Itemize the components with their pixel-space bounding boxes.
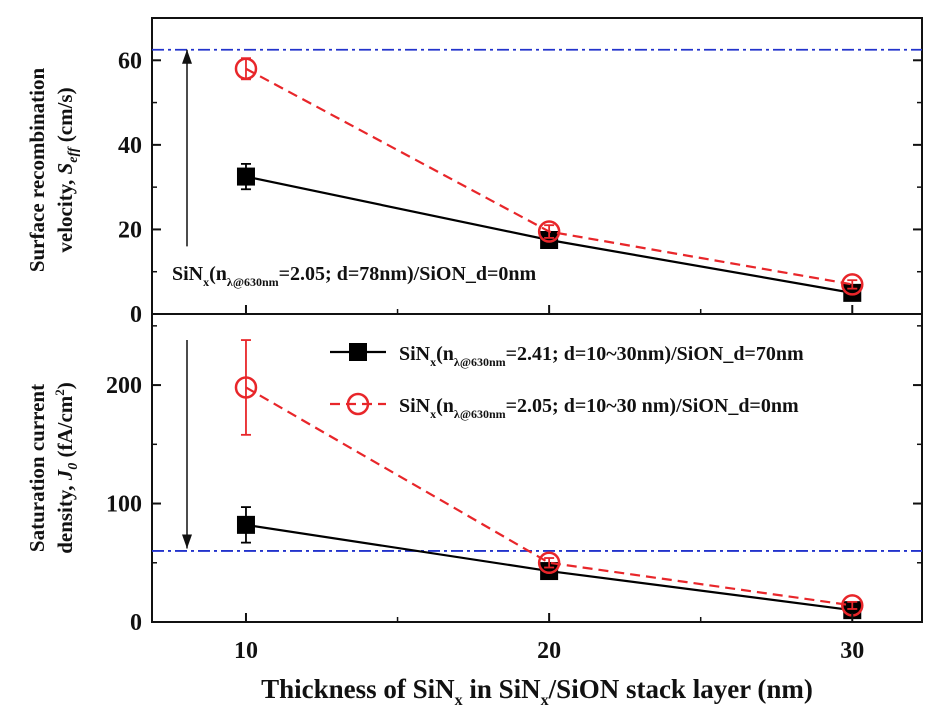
xtick-label: 30 — [840, 638, 864, 664]
legend-marker-1 — [346, 392, 370, 416]
y-label-sup: 2 — [52, 389, 67, 396]
bottom-series-1-point — [234, 376, 258, 399]
top-y-axis-label-line1: Surface recombination — [25, 68, 49, 273]
legend-label-0-sub: λ@630nm — [454, 355, 506, 369]
x-axis-label-part: in SiN — [463, 674, 542, 704]
top-series-1-line — [245, 67, 853, 286]
top-ytick-label: 60 — [118, 48, 142, 74]
top-ytick-label: 40 — [118, 133, 142, 159]
legend-label-0-part: (n — [436, 343, 454, 365]
top-y-axis-label: Surface recombination velocity, Seff (cm/… — [25, 68, 81, 273]
top-series-1-point — [841, 273, 864, 296]
y-label-part: ) — [53, 382, 77, 389]
x-axis-label-sub: x — [541, 692, 549, 709]
y-label-part: velocity, — [53, 174, 77, 252]
x-axis-label-sub: x — [455, 692, 463, 709]
bottom-series-0-point — [540, 562, 559, 581]
xtick-label: 10 — [234, 638, 258, 664]
top-annotation: SiNx(nλ@630nm=2.05; d=78nm)/SiON_d=0nm — [172, 263, 537, 289]
top-panel-frame — [151, 17, 923, 315]
y-label-sub: 0 — [66, 463, 81, 470]
y-label-part: (cm/s) — [53, 87, 77, 147]
legend-label-0-sub: x — [430, 355, 436, 369]
legend-label-0-part: SiN — [399, 343, 431, 365]
top-annotation-sub: λ@630nm — [227, 275, 279, 289]
top-series-1-point — [234, 57, 258, 80]
x-axis-label: Thickness of SiNx in SiNx/SiON stack lay… — [261, 674, 813, 709]
bottom-series-0-point — [236, 515, 255, 534]
legend-label-1-sub: x — [430, 407, 436, 421]
top-y-axis-label-line2: velocity, Seff (cm/s) — [53, 87, 81, 252]
top-series-0-point — [540, 231, 559, 249]
bottom-panel-frame — [151, 313, 923, 623]
top-ytick-label: 20 — [118, 217, 142, 243]
top-annotation-part: =2.05; d=78nm)/SiON_d=0nm — [279, 263, 537, 285]
bottom-y-axis-label-line1: Saturation current — [25, 384, 49, 552]
top-ytick-label: 0 — [130, 302, 142, 328]
legend-label-0: SiNx(nλ@630nm=2.41; d=10~30nm)/SiON_d=70… — [399, 343, 804, 369]
y-label-part: density, — [53, 480, 77, 554]
y-label-part: (fA/cm — [53, 395, 77, 463]
top-series-1-point — [537, 220, 561, 243]
xtick-label: 20 — [537, 638, 561, 664]
y-label-sub: eff — [66, 146, 81, 163]
y-label-symbol: J — [53, 468, 77, 481]
bottom-ytick-label: 200 — [106, 373, 142, 399]
top-annotation-part: (n — [209, 263, 227, 285]
legend-label-1: SiNx(nλ@630nm=2.05; d=10~30 nm)/SiON_d=0… — [399, 395, 799, 421]
bottom-y-axis-label: Saturation current density, J0 (fA/cm2) — [25, 382, 81, 554]
legend-label-1-sub: λ@630nm — [454, 407, 506, 421]
legend-label-1-part: (n — [436, 395, 454, 417]
bottom-ytick-label: 100 — [106, 492, 142, 518]
legend-label-0-part: =2.41; d=10~30nm)/SiON_d=70nm — [506, 343, 804, 365]
top-series-0-point — [236, 167, 255, 186]
top-annotation-sub: x — [203, 275, 209, 289]
legend-label-1-part: SiN — [399, 395, 431, 417]
y-label-symbol: S — [53, 163, 77, 175]
legend-marker-0 — [349, 343, 367, 361]
bottom-series-1-point — [537, 551, 561, 575]
bottom-series-1-line — [245, 386, 853, 607]
bottom-arrow-head — [182, 534, 192, 549]
top-arrow-head — [182, 49, 192, 64]
x-axis-label-part: /SiON stack layer (nm) — [548, 674, 813, 704]
bottom-y-axis-label-line2: density, J0 (fA/cm2) — [52, 382, 81, 554]
bottom-ytick-label: 0 — [130, 610, 142, 636]
legend-label-1-part: =2.05; d=10~30 nm)/SiON_d=0nm — [506, 395, 799, 417]
top-annotation-part: SiN — [172, 263, 204, 285]
x-axis-label-part: Thickness of SiN — [261, 674, 455, 704]
